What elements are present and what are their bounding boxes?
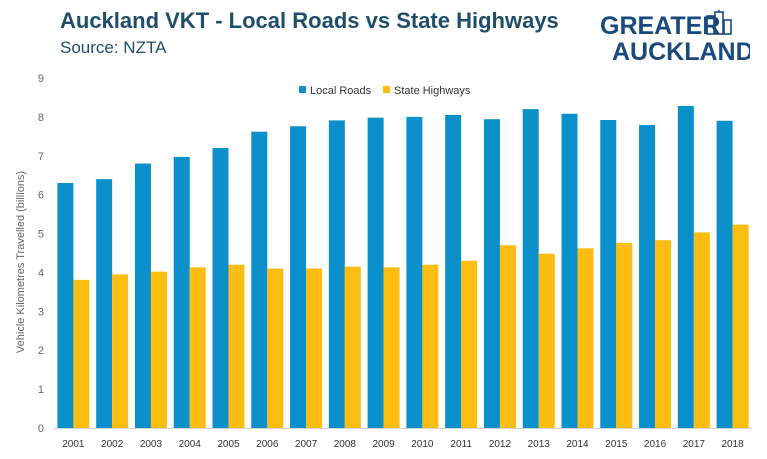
bar-state-highways-2014	[577, 248, 594, 428]
y-tick-label: 3	[38, 306, 44, 318]
bar-local-roads-2006	[251, 131, 268, 428]
legend-swatch-local-roads	[299, 86, 306, 93]
x-tick-label: 2001	[62, 439, 85, 450]
bar-local-roads-2010	[406, 116, 423, 428]
x-tick-label: 2003	[140, 439, 163, 450]
y-tick-label: 7	[38, 151, 44, 163]
bar-state-highways-2006	[267, 268, 284, 428]
bar-local-roads-2014	[561, 113, 578, 429]
bar-local-roads-2004	[173, 156, 190, 428]
bar-state-highways-2002	[112, 274, 129, 428]
bar-local-roads-2002	[96, 179, 113, 428]
bar-state-highways-2009	[383, 267, 400, 428]
bar-state-highways-2003	[150, 271, 167, 428]
x-tick-label: 2011	[450, 439, 472, 450]
bar-state-highways-2017	[693, 232, 710, 428]
legend-label-state-highways: State Highways	[394, 85, 471, 97]
y-tick-label: 2	[38, 345, 44, 357]
chart-title: Auckland VKT - Local Roads vs State High…	[60, 8, 559, 33]
x-tick-label: 2002	[101, 439, 124, 450]
y-tick-label: 0	[38, 423, 44, 435]
y-axis-label: Vehicle Kilometres Travelled (billions)	[15, 171, 27, 353]
bar-local-roads-2011	[445, 114, 462, 428]
y-axis: 0 1 2 3 4 5 6 7 8 9	[38, 73, 44, 435]
chart-subtitle: Source: NZTA	[60, 38, 167, 57]
x-tick-label: 2013	[528, 439, 551, 450]
x-tick-label: 2008	[334, 439, 357, 450]
x-axis: 2001 2002 2003 2004 2005 2006 2007 2008 2009 2010…	[54, 428, 752, 450]
x-tick-label: 2016	[644, 439, 667, 450]
y-tick-label: 5	[38, 229, 44, 241]
bar-state-highways-2001	[73, 279, 90, 428]
chart-legend: Local Roads State Highways	[299, 85, 471, 97]
bar-state-highways-2013	[538, 253, 555, 428]
bar-state-highways-2011	[461, 260, 478, 428]
x-tick-label: 2004	[179, 439, 202, 450]
y-tick-label: 6	[38, 190, 44, 202]
y-tick-label: 1	[38, 384, 44, 396]
bar-state-highways-2018	[732, 224, 749, 428]
bar-state-highways-2007	[306, 268, 323, 428]
y-tick-label: 9	[38, 73, 44, 85]
x-tick-label: 2012	[489, 439, 512, 450]
bar-local-roads-2013	[522, 109, 539, 428]
legend-label-local-roads: Local Roads	[310, 85, 372, 97]
bar-local-roads-2017	[677, 106, 694, 428]
bar-state-highways-2010	[422, 264, 439, 428]
bars	[57, 106, 749, 429]
x-tick-label: 2007	[295, 439, 318, 450]
bar-local-roads-2008	[328, 120, 345, 428]
logo-line1: GREATER	[600, 12, 720, 40]
y-tick-label: 4	[38, 267, 44, 279]
x-tick-label: 2015	[605, 439, 628, 450]
bar-state-highways-2012	[499, 245, 516, 428]
x-tick-label: 2005	[217, 439, 240, 450]
bar-local-roads-2003	[134, 163, 151, 429]
bar-state-highways-2016	[655, 240, 672, 428]
x-tick-label: 2006	[256, 439, 279, 450]
legend-swatch-state-highways	[383, 86, 390, 93]
bar-local-roads-2016	[639, 125, 656, 429]
y-tick-label: 8	[38, 112, 44, 124]
x-tick-label: 2018	[721, 439, 744, 450]
bar-local-roads-2007	[290, 126, 307, 428]
bar-local-roads-2018	[716, 120, 733, 429]
x-tick-label: 2014	[566, 439, 589, 450]
city-skyline-icon	[706, 10, 732, 35]
bar-local-roads-2005	[212, 148, 229, 428]
x-tick-label: 2009	[372, 439, 395, 450]
x-tick-label: 2010	[411, 439, 434, 450]
greater-auckland-logo: GREATER AUCKLAND	[600, 10, 750, 62]
bar-local-roads-2009	[367, 117, 384, 429]
bar-local-roads-2015	[600, 120, 617, 428]
bar-local-roads-2012	[483, 119, 500, 428]
logo-line2: AUCKLAND	[612, 38, 750, 62]
bar-local-roads-2001	[57, 183, 74, 428]
bar-state-highways-2005	[228, 264, 245, 428]
bar-state-highways-2015	[616, 242, 633, 428]
bar-state-highways-2004	[189, 267, 206, 428]
x-tick-label: 2017	[683, 439, 706, 450]
bar-state-highways-2008	[344, 266, 361, 428]
